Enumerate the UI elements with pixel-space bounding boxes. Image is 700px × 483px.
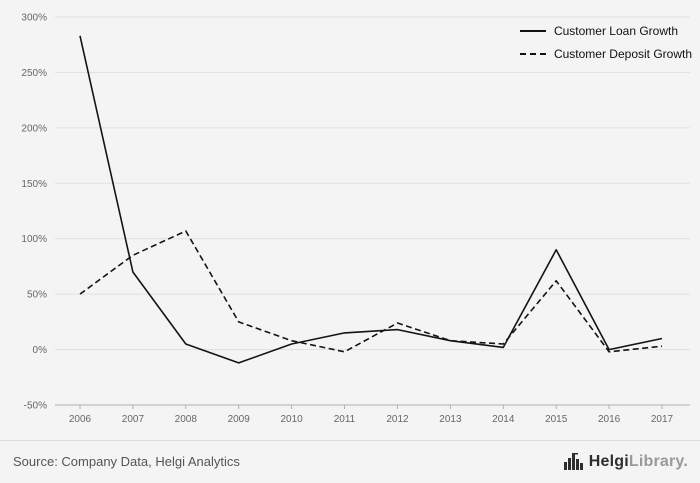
chart-legend: Customer Loan Growth Customer Deposit Gr…	[519, 24, 692, 61]
svg-text:250%: 250%	[21, 68, 47, 79]
logo-text: HelgiLibrary.	[589, 453, 688, 471]
svg-text:2006: 2006	[69, 414, 92, 425]
bar-chart-logo-icon	[563, 453, 583, 470]
svg-text:50%: 50%	[27, 290, 47, 301]
source-text: Source: Company Data, Helgi Analytics	[13, 454, 240, 469]
svg-text:150%: 150%	[21, 179, 47, 190]
svg-text:300%: 300%	[21, 13, 47, 24]
svg-text:2010: 2010	[280, 414, 303, 425]
logo-text-dot: .	[683, 452, 688, 470]
chart-svg: -50% 0% 50% 100% 150% 200% 250% 300% 2006 2007 200…	[21, 13, 690, 425]
dashed-line-sample-icon	[519, 53, 546, 55]
legend-item-loan-growth: Customer Loan Growth	[519, 24, 692, 38]
svg-text:2014: 2014	[492, 414, 515, 425]
svg-text:0%: 0%	[33, 345, 48, 356]
helgi-library-logo[interactable]: HelgiLibrary.	[563, 453, 688, 471]
footer: Source: Company Data, Helgi Analytics He…	[0, 440, 700, 482]
legend-label-loan-growth: Customer Loan Growth	[553, 24, 679, 38]
svg-text:2007: 2007	[122, 414, 145, 425]
svg-text:2008: 2008	[175, 414, 198, 425]
svg-text:2009: 2009	[228, 414, 251, 425]
logo-text-helgi: Helgi	[588, 452, 629, 470]
logo-text-library: Library	[628, 452, 684, 470]
solid-line-sample-icon	[519, 30, 546, 32]
svg-text:2012: 2012	[386, 414, 409, 425]
chart-area: -50% 0% 50% 100% 150% 200% 250% 300% 2006 2007 200…	[21, 13, 692, 426]
svg-text:-50%: -50%	[24, 401, 47, 412]
legend-label-deposit-growth: Customer Deposit Growth	[553, 47, 692, 61]
svg-text:2013: 2013	[439, 414, 462, 425]
legend-item-deposit-growth: Customer Deposit Growth	[519, 47, 692, 61]
svg-text:2016: 2016	[598, 414, 621, 425]
svg-text:200%: 200%	[21, 123, 47, 134]
svg-text:100%: 100%	[21, 234, 47, 245]
svg-text:2015: 2015	[545, 414, 568, 425]
svg-text:2011: 2011	[334, 414, 356, 425]
svg-text:2017: 2017	[651, 414, 674, 425]
